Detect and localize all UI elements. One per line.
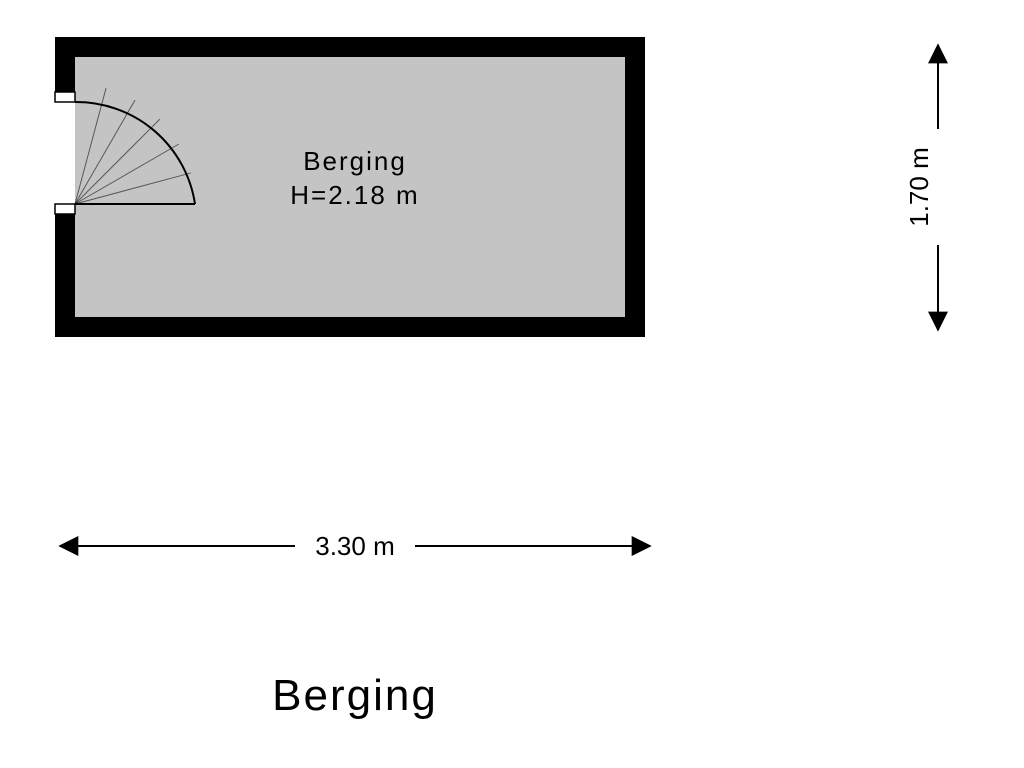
room-height-label: H=2.18 m: [290, 180, 419, 210]
dimension-width-label: 3.30 m: [315, 531, 395, 561]
floorplan-title: Berging: [272, 671, 438, 720]
floorplan-canvas: Berging H=2.18 m 3.30 m 1.70 m Berging: [0, 0, 1024, 768]
dimension-height-label: 1.70 m: [904, 147, 934, 227]
dimension-height: 1.70 m: [904, 45, 938, 330]
dimension-width: 3.30 m: [60, 531, 650, 561]
room-name-label: Berging: [303, 146, 407, 176]
